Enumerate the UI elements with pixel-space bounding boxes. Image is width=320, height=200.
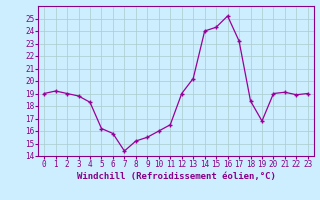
- X-axis label: Windchill (Refroidissement éolien,°C): Windchill (Refroidissement éolien,°C): [76, 172, 276, 181]
